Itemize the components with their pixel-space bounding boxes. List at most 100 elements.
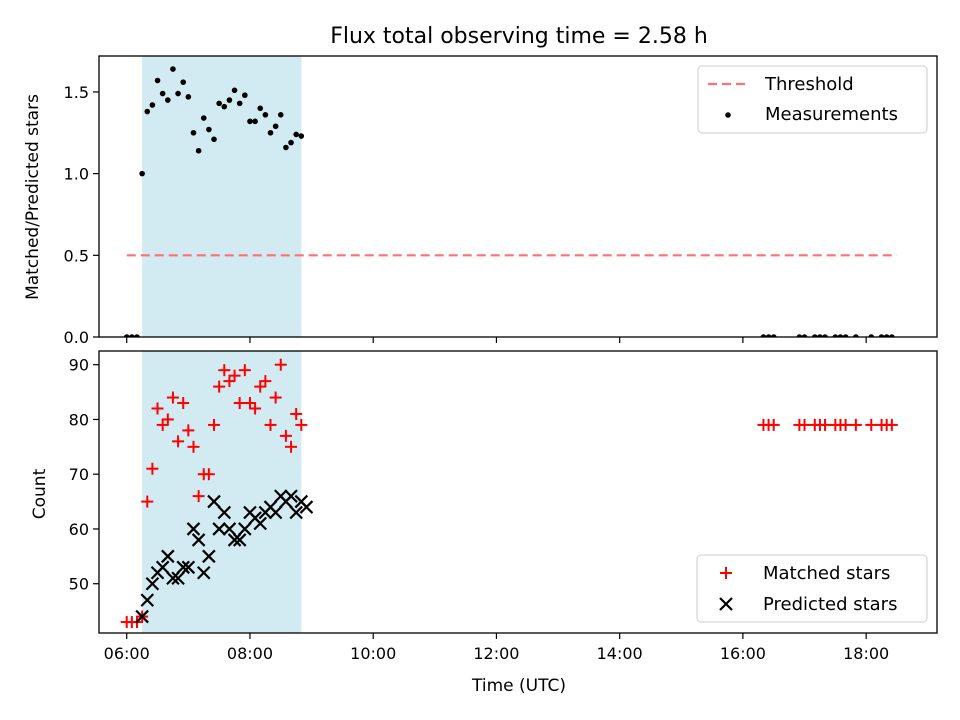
measurement-point xyxy=(283,144,289,151)
measurement-point xyxy=(837,334,844,337)
matched-star-point xyxy=(264,418,277,431)
predicted-star-point xyxy=(253,516,268,531)
x-stroke-b xyxy=(232,533,247,547)
measurement-point xyxy=(242,92,248,99)
x-stroke-b xyxy=(171,571,185,586)
matched-star-point xyxy=(798,418,811,431)
axes-frame xyxy=(98,55,938,338)
measurement-point xyxy=(139,170,145,177)
matched-star-point xyxy=(146,462,159,475)
predicted-star-point xyxy=(196,565,211,580)
predicted-star-point xyxy=(207,494,221,509)
matched-star-point xyxy=(177,397,190,410)
predicted-star-point xyxy=(176,560,190,575)
x-tick-label: 08:00 xyxy=(227,644,273,663)
matched-star-point xyxy=(279,429,292,442)
measurement-point xyxy=(165,97,171,103)
matched-star-point xyxy=(885,418,898,431)
x-stroke-b xyxy=(202,549,216,564)
measurement-point xyxy=(765,334,772,337)
x-stroke-b xyxy=(155,560,170,575)
y-tick-label: 0.0 xyxy=(64,328,89,347)
x-stroke-b xyxy=(207,494,221,509)
measurement-point xyxy=(170,66,176,72)
matched-star-point xyxy=(285,440,298,453)
matched-star-point xyxy=(849,418,862,431)
predicted-star-point xyxy=(140,593,155,607)
y-tick-label: 0.5 xyxy=(64,246,89,265)
measurement-point xyxy=(159,90,166,97)
measurement-point xyxy=(149,102,156,108)
matched-star-point xyxy=(161,413,174,426)
matched-star-point xyxy=(254,380,267,393)
x-tick-label: 14:00 xyxy=(597,644,643,663)
predicted-star-point xyxy=(222,522,237,536)
x-stroke-b xyxy=(181,560,196,575)
measurement-point xyxy=(221,103,228,110)
top-y-axis-label: Matched/Predicted stars xyxy=(23,94,43,300)
x-stroke-b xyxy=(176,560,190,575)
predicted-star-point xyxy=(181,560,196,575)
measurement-point xyxy=(144,108,151,115)
matched-legend-swatch xyxy=(720,567,732,579)
top-legend: Threshold Measurements xyxy=(697,65,928,134)
plot-area xyxy=(123,66,897,337)
x-stroke-b xyxy=(217,505,232,520)
x-stroke-b xyxy=(145,576,160,591)
x-stroke-b xyxy=(212,522,226,536)
measurement-point xyxy=(247,118,253,125)
measurement-point xyxy=(211,136,217,143)
threshold-legend-label: Threshold xyxy=(764,74,854,95)
measurement-point xyxy=(293,131,299,138)
measurement-point xyxy=(180,79,187,85)
x-stroke-b xyxy=(253,516,268,531)
measurement-point xyxy=(868,334,875,337)
matched-star-point xyxy=(151,402,164,415)
predicted-star-point xyxy=(299,500,314,514)
matched-star-point xyxy=(238,364,251,377)
matched-star-point xyxy=(819,418,832,431)
predicted-star-point xyxy=(171,571,185,586)
measurement-point xyxy=(801,334,808,337)
measurement-point xyxy=(272,123,279,130)
matched-star-point xyxy=(269,391,282,404)
predicted-star-point xyxy=(166,571,180,586)
y-tick-label: 70 xyxy=(69,465,89,484)
measurement-point xyxy=(842,334,849,337)
matched-star-point xyxy=(202,468,215,481)
matched-star-point xyxy=(290,407,303,420)
x-stroke-b xyxy=(140,593,155,607)
x-tick-label: 06:00 xyxy=(104,644,150,663)
predicted-star-point xyxy=(232,533,247,547)
matched-star-point xyxy=(233,397,246,410)
predicted-star-point xyxy=(227,533,242,547)
predicted-star-point xyxy=(268,505,283,520)
legend-box xyxy=(697,65,928,134)
measurement-point xyxy=(262,112,269,118)
y-tick-label: 50 xyxy=(69,575,89,594)
x-stroke-b xyxy=(161,549,175,564)
x-stroke-b xyxy=(227,533,242,547)
matched-star-point xyxy=(243,397,256,410)
y-tick-label: 1.5 xyxy=(64,83,89,102)
matched-star-point xyxy=(187,440,200,453)
predicted-star-point xyxy=(145,576,160,591)
matched-star-point xyxy=(192,490,205,503)
x-stroke-b xyxy=(238,522,252,536)
measurement-point xyxy=(288,139,294,146)
measurement-point xyxy=(817,334,823,337)
matched-star-point xyxy=(295,418,308,431)
matched-legend-label: Matched stars xyxy=(763,563,890,584)
x-stroke-b xyxy=(299,500,314,514)
x-stroke-b xyxy=(166,571,180,586)
y-tick-label: 80 xyxy=(69,410,89,429)
x-stroke-b xyxy=(719,597,733,611)
matched-star-point xyxy=(223,375,236,388)
predicted-star-point xyxy=(202,549,216,564)
matched-star-point xyxy=(141,495,154,508)
matched-star-point xyxy=(767,418,780,431)
x-axis-label: Time (UTC) xyxy=(471,676,566,696)
measurement-point xyxy=(206,126,212,133)
predicted-star-point xyxy=(212,522,226,536)
